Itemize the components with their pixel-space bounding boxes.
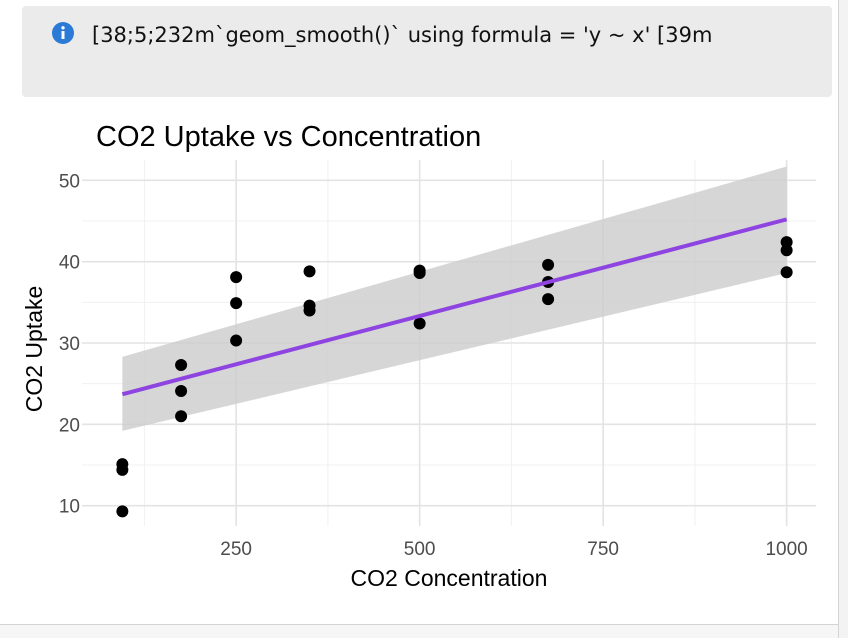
chart: 250 500 750 1000 10 20 30 40 50 CO2 Uptake vs Co… <box>21 121 816 591</box>
data-point <box>780 244 793 257</box>
chart-title: CO2 Uptake vs Concentration <box>96 121 481 153</box>
panel-bottom-edge <box>0 624 838 638</box>
data-point <box>303 304 316 317</box>
y-tick-label: 10 <box>59 497 80 518</box>
y-tick-label: 40 <box>59 253 80 274</box>
points-group <box>116 236 793 518</box>
x-tick-label: 250 <box>220 539 252 560</box>
console-message: [38;5;232m`geom_smooth()` using formula … <box>22 6 832 97</box>
data-point <box>542 258 555 271</box>
data-point <box>175 384 188 397</box>
y-tick-label: 50 <box>59 171 80 192</box>
confidence-band-group <box>122 166 787 431</box>
data-point <box>780 266 793 279</box>
scrollbar-track[interactable] <box>838 0 848 638</box>
data-point <box>413 317 426 330</box>
data-point <box>116 505 129 518</box>
info-circle-icon <box>52 22 74 44</box>
y-tick-label: 20 <box>59 415 80 436</box>
data-point <box>175 410 188 423</box>
x-tick-label: 750 <box>587 539 619 560</box>
data-point <box>116 463 129 476</box>
trend-line <box>121 217 788 397</box>
data-point <box>413 267 426 280</box>
data-point <box>175 358 188 371</box>
data-point <box>230 271 243 284</box>
message-text: [38;5;232m`geom_smooth()` using formula … <box>92 23 713 47</box>
y-axis-label: CO2 Uptake <box>21 286 47 413</box>
ticks-group: 250 500 750 1000 10 20 30 40 50 <box>59 171 808 560</box>
data-point <box>230 334 243 347</box>
data-point <box>303 265 316 278</box>
data-point <box>230 297 243 310</box>
x-axis-label: CO2 Concentration <box>351 565 548 591</box>
x-tick-label: 1000 <box>765 539 807 560</box>
confidence-band <box>122 166 787 431</box>
trend-line-group <box>121 217 788 397</box>
y-tick-label: 30 <box>59 334 80 355</box>
data-point <box>542 293 555 306</box>
x-tick-label: 500 <box>404 539 436 560</box>
